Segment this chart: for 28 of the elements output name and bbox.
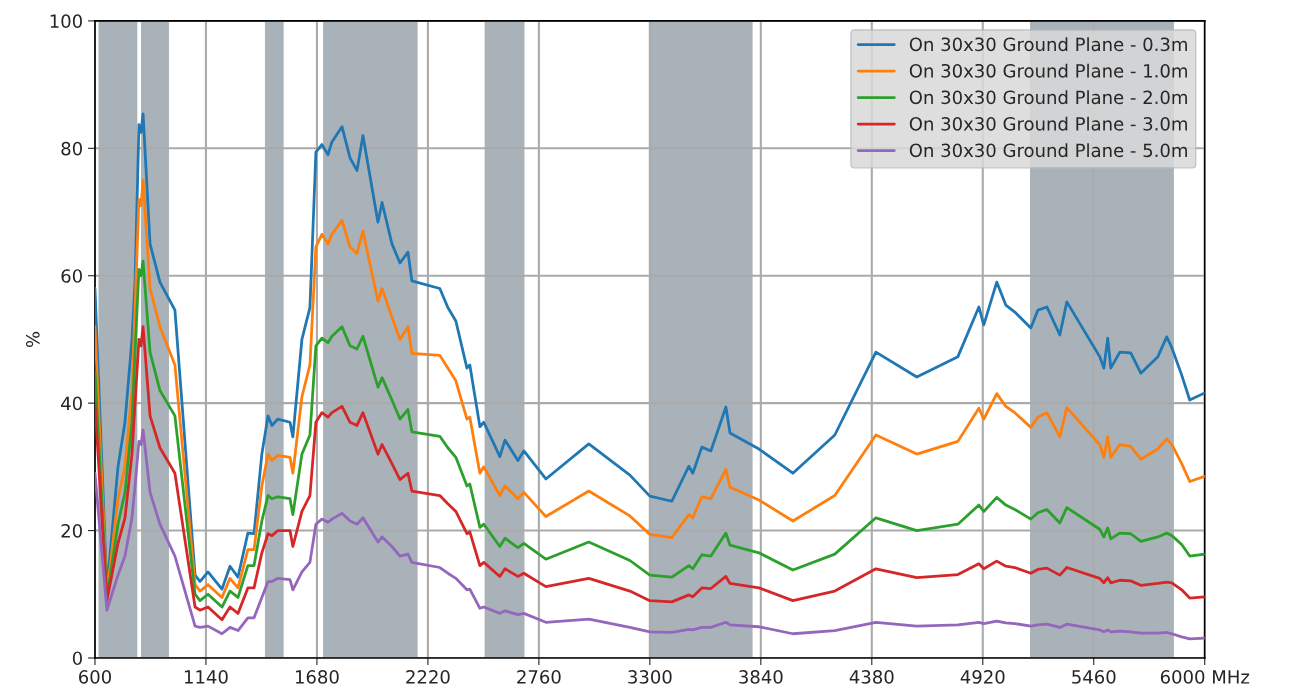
- x-tick-label: 2220: [406, 670, 450, 684]
- line-series: [94, 259, 1205, 609]
- legend-label: On 30x30 Ground Plane - 3.0m: [909, 116, 1187, 131]
- x-tick-label: 1680: [295, 670, 339, 684]
- legend-label: On 30x30 Ground Plane - 5.0m: [909, 143, 1187, 158]
- x-tick-label: 3840: [739, 670, 783, 684]
- legend-label: On 30x30 Ground Plane - 0.3m: [909, 37, 1187, 52]
- legend-label: On 30x30 Ground Plane - 1.0m: [909, 63, 1187, 78]
- y-tick-label: 20: [61, 524, 82, 538]
- x-tick-label: 4920: [960, 670, 1005, 684]
- x-tick-label: 600: [79, 670, 112, 684]
- y-tick-label: 40: [61, 396, 82, 411]
- x-tick-label: 6000 MHz: [1160, 670, 1250, 684]
- y-tick-label: 80: [61, 141, 82, 156]
- legend-label: On 30x30 Ground Plane - 2.0m: [909, 90, 1187, 105]
- y-tick-label: 100: [50, 14, 82, 29]
- x-tick-label: 5460: [1072, 670, 1116, 684]
- y-tick-label: 0: [72, 651, 82, 666]
- y-axis-title: %: [25, 331, 40, 348]
- line-series: [94, 178, 1205, 599]
- x-tick-label: 2760: [517, 670, 561, 684]
- line-series: [94, 428, 1205, 641]
- x-tick-label: 3300: [628, 670, 672, 684]
- line-series: [94, 112, 1205, 591]
- y-tick-label: 60: [61, 269, 82, 283]
- x-tick-label: 1140: [184, 670, 228, 684]
- line-series: [94, 325, 1205, 622]
- x-tick-label: 4380: [849, 670, 894, 684]
